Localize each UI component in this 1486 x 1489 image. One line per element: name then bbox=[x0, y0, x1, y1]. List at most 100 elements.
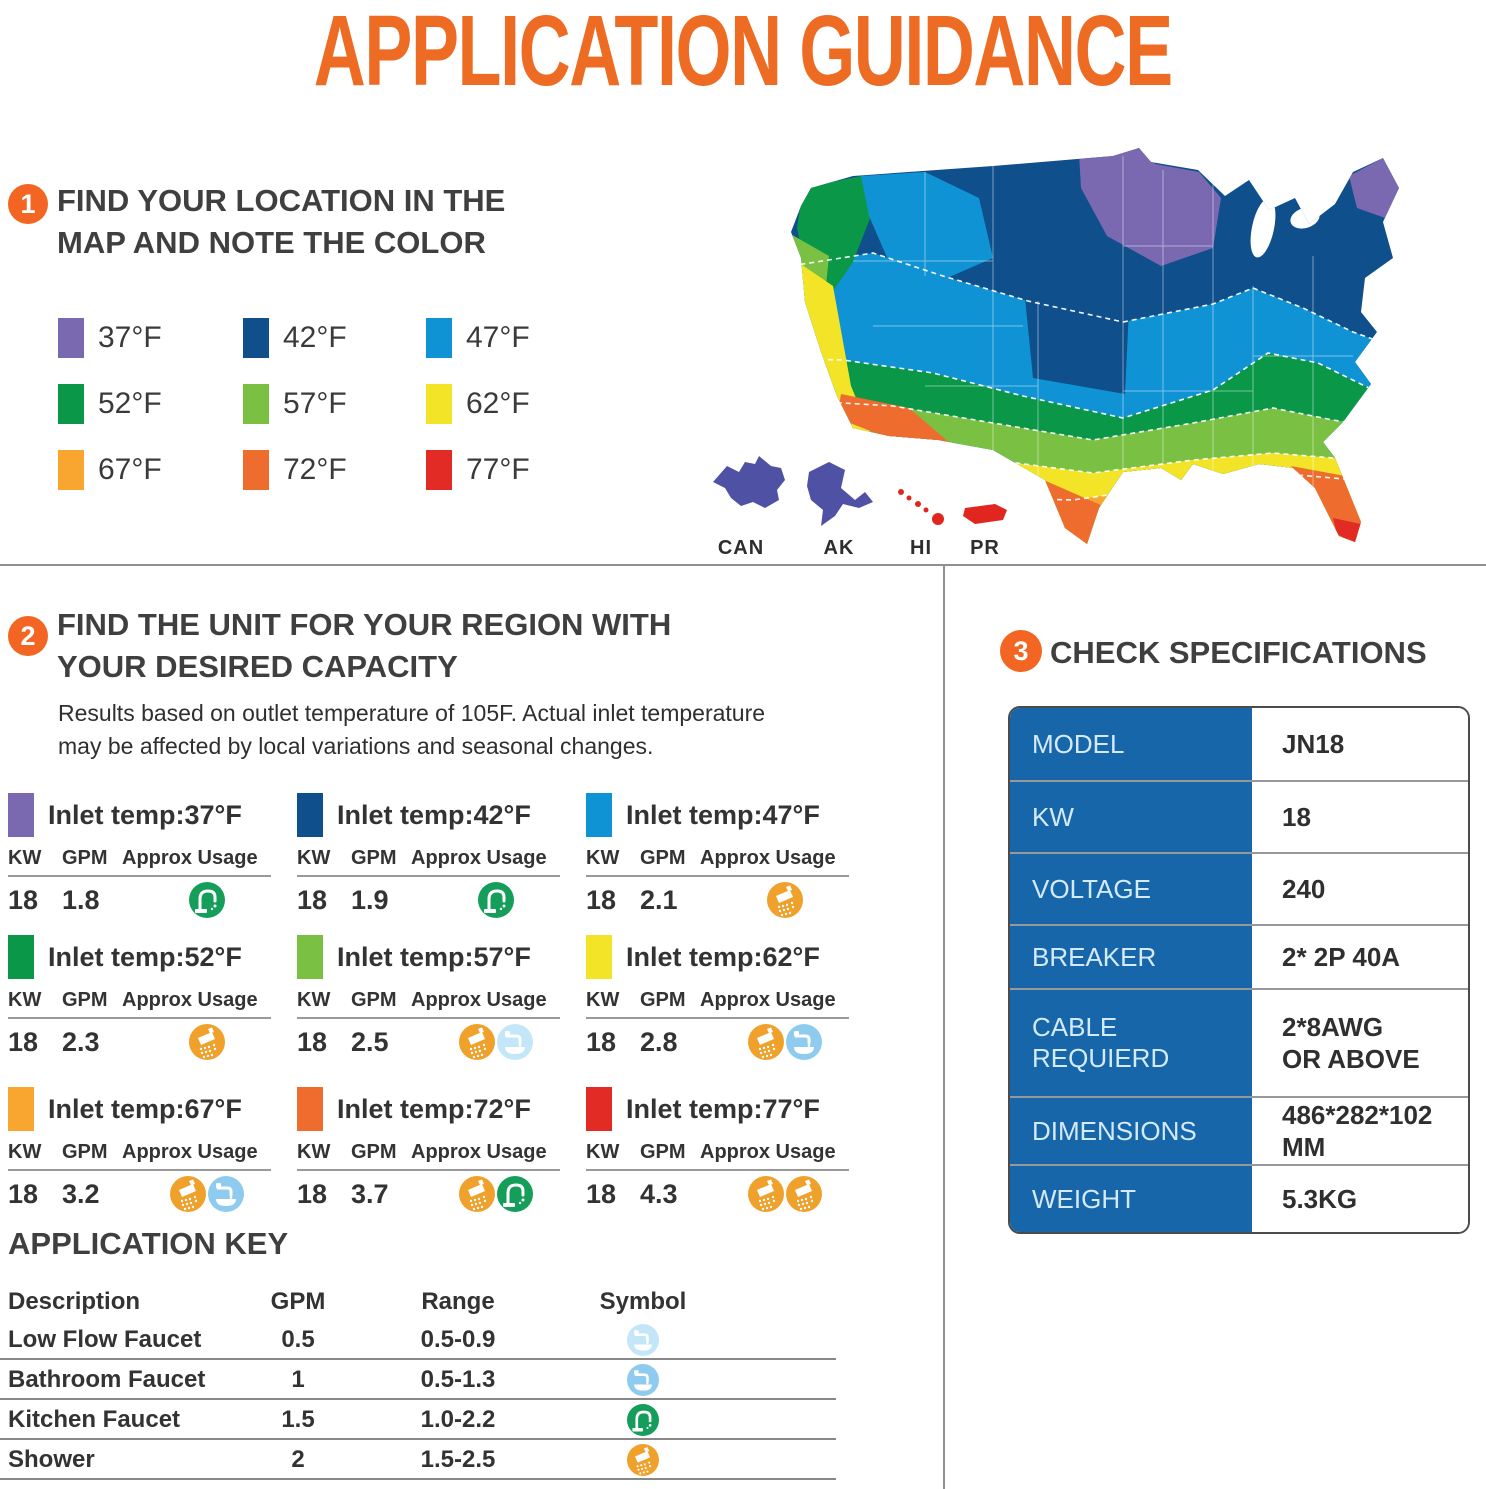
key-symbol bbox=[563, 1324, 723, 1356]
card-underline bbox=[8, 1169, 271, 1171]
card-color-swatch bbox=[8, 935, 34, 979]
shower-icon bbox=[786, 1176, 822, 1212]
spec-row: CABLE REQUIERD 2*8AWG OR ABOVE bbox=[1010, 988, 1468, 1096]
kitchen-faucet-icon bbox=[478, 882, 514, 918]
kw-value: 18 bbox=[297, 884, 328, 915]
step2-number-badge: 2 bbox=[8, 616, 48, 656]
spec-label: KW bbox=[1010, 782, 1252, 852]
bathroom-faucet-icon bbox=[208, 1176, 244, 1212]
card-title: Inlet temp:42°F bbox=[337, 799, 531, 830]
card-color-swatch bbox=[8, 1087, 34, 1131]
legend-color-swatch bbox=[243, 450, 269, 490]
card-column-headers: KW GPM Approx Usage bbox=[8, 989, 258, 1011]
kitchen-faucet-icon bbox=[497, 1176, 533, 1212]
map-inset-label-pr: PR bbox=[970, 537, 1000, 559]
card-color-swatch bbox=[586, 1087, 612, 1131]
card-color-swatch bbox=[8, 793, 34, 837]
step3-number: 3 bbox=[1013, 635, 1029, 666]
legend-label: 72°F bbox=[283, 453, 347, 486]
specifications-table: MODEL JN18 KW 18 VOLTAGE 240 BREAKER 2* … bbox=[1008, 706, 1470, 1234]
legend-item: 47°F bbox=[426, 318, 530, 358]
legend-color-swatch bbox=[58, 450, 84, 490]
key-symbol bbox=[563, 1364, 723, 1396]
spec-value: 240 bbox=[1252, 854, 1468, 924]
shower-icon bbox=[748, 1176, 784, 1212]
card-title: Inlet temp:72°F bbox=[337, 1093, 531, 1124]
key-header-symbol: Symbol bbox=[599, 1288, 687, 1315]
legend-label: 52°F bbox=[98, 387, 162, 420]
us-temperature-zone-map: CAN AK HI PR bbox=[713, 148, 1399, 559]
card-color-swatch bbox=[297, 935, 323, 979]
page-title: APPLICATION GUIDANCE bbox=[0, 0, 1486, 109]
application-key-row: Kitchen Faucet 1.5 1.0-2.2 bbox=[0, 1400, 836, 1440]
usage-icons bbox=[142, 1024, 272, 1060]
usage-icons bbox=[431, 1176, 561, 1212]
step2-heading-line2: YOUR DESIRED CAPACITY bbox=[57, 649, 458, 684]
key-row-divider bbox=[0, 1358, 836, 1360]
card-underline bbox=[297, 1017, 560, 1019]
legend-color-swatch bbox=[243, 318, 269, 358]
step3-number-badge: 3 bbox=[1000, 630, 1042, 672]
kw-value: 18 bbox=[586, 1026, 617, 1057]
key-symbol bbox=[563, 1444, 723, 1476]
spec-label: CABLE REQUIERD bbox=[1010, 990, 1252, 1096]
shower-icon bbox=[627, 1444, 659, 1476]
step2-heading: FIND THE UNIT FOR YOUR REGION WITH YOUR … bbox=[57, 604, 671, 688]
usage-icons bbox=[720, 1176, 850, 1212]
spec-label: MODEL bbox=[1010, 708, 1252, 780]
spec-row: VOLTAGE 240 bbox=[1010, 852, 1468, 924]
spec-row: MODEL JN18 bbox=[1010, 708, 1468, 780]
spec-value: 5.3KG bbox=[1252, 1166, 1468, 1232]
legend-item: 77°F bbox=[426, 450, 530, 490]
kw-value: 18 bbox=[8, 884, 39, 915]
inlet-temp-card: Inlet temp:52°F KW GPM Approx Usage 18 2… bbox=[8, 934, 280, 1060]
kw-value: 18 bbox=[8, 1178, 39, 1209]
card-underline bbox=[586, 875, 849, 877]
legend-color-swatch bbox=[426, 384, 452, 424]
card-title: Inlet temp:67°F bbox=[48, 1093, 242, 1124]
card-column-headers: KW GPM Approx Usage bbox=[297, 1141, 547, 1163]
key-header-description: Description bbox=[8, 1288, 141, 1315]
col-kw: KW bbox=[8, 847, 42, 869]
step1-heading-line2: MAP AND NOTE THE COLOR bbox=[57, 225, 486, 260]
bathroom-faucet-icon bbox=[627, 1364, 659, 1396]
usage-icons bbox=[142, 1176, 272, 1212]
map-inset-puerto-rico: PR bbox=[963, 504, 1007, 559]
inlet-temp-card: Inlet temp:47°F KW GPM Approx Usage 18 2… bbox=[586, 792, 858, 918]
col-usage: Approx Usage bbox=[122, 847, 258, 869]
shower-icon bbox=[170, 1176, 206, 1212]
horizontal-divider bbox=[0, 564, 1486, 566]
map-inset-alaska: AK bbox=[807, 462, 873, 559]
map-inset-label-ak: AK bbox=[824, 537, 855, 559]
spec-label: BREAKER bbox=[1010, 926, 1252, 988]
legend-item: 62°F bbox=[426, 384, 530, 424]
gpm-value: 1.8 bbox=[62, 884, 100, 915]
spec-value: 2*8AWG OR ABOVE bbox=[1252, 990, 1468, 1096]
legend-color-swatch bbox=[58, 318, 84, 358]
step3-heading: CHECK SPECIFICATIONS bbox=[1050, 635, 1427, 670]
spec-value: 486*282*102 MM bbox=[1252, 1098, 1468, 1164]
legend-label: 67°F bbox=[98, 453, 162, 486]
kw-value: 18 bbox=[297, 1178, 328, 1209]
bathroom-faucet-icon bbox=[786, 1024, 822, 1060]
card-underline bbox=[8, 875, 271, 877]
vertical-divider bbox=[943, 564, 945, 1489]
step2-note-line1: Results based on outlet temperature of 1… bbox=[58, 700, 766, 726]
spec-label: DIMENSIONS bbox=[1010, 1098, 1252, 1164]
spec-label: WEIGHT bbox=[1010, 1166, 1252, 1232]
map-inset-hawaii: HI bbox=[898, 489, 944, 559]
application-key-row: Bathroom Faucet 1 0.5-1.3 bbox=[0, 1360, 836, 1400]
gpm-value: 2.8 bbox=[640, 1026, 678, 1057]
legend-color-swatch bbox=[58, 384, 84, 424]
spec-value: JN18 bbox=[1252, 708, 1468, 780]
map-inset-label-hi: HI bbox=[910, 537, 932, 559]
legend-item: 37°F bbox=[58, 318, 162, 358]
step2-note-line2: may be affected by local variations and … bbox=[58, 733, 654, 759]
key-header-gpm: GPM bbox=[270, 1288, 326, 1315]
step1-heading-line1: FIND YOUR LOCATION IN THE bbox=[57, 183, 506, 218]
kw-value: 18 bbox=[586, 1178, 617, 1209]
key-row-divider bbox=[0, 1438, 836, 1440]
spec-label: VOLTAGE bbox=[1010, 854, 1252, 924]
inlet-temp-card: Inlet temp:57°F KW GPM Approx Usage 18 2… bbox=[297, 934, 569, 1060]
inlet-temp-card: Inlet temp:67°F KW GPM Approx Usage 18 3… bbox=[8, 1086, 280, 1212]
